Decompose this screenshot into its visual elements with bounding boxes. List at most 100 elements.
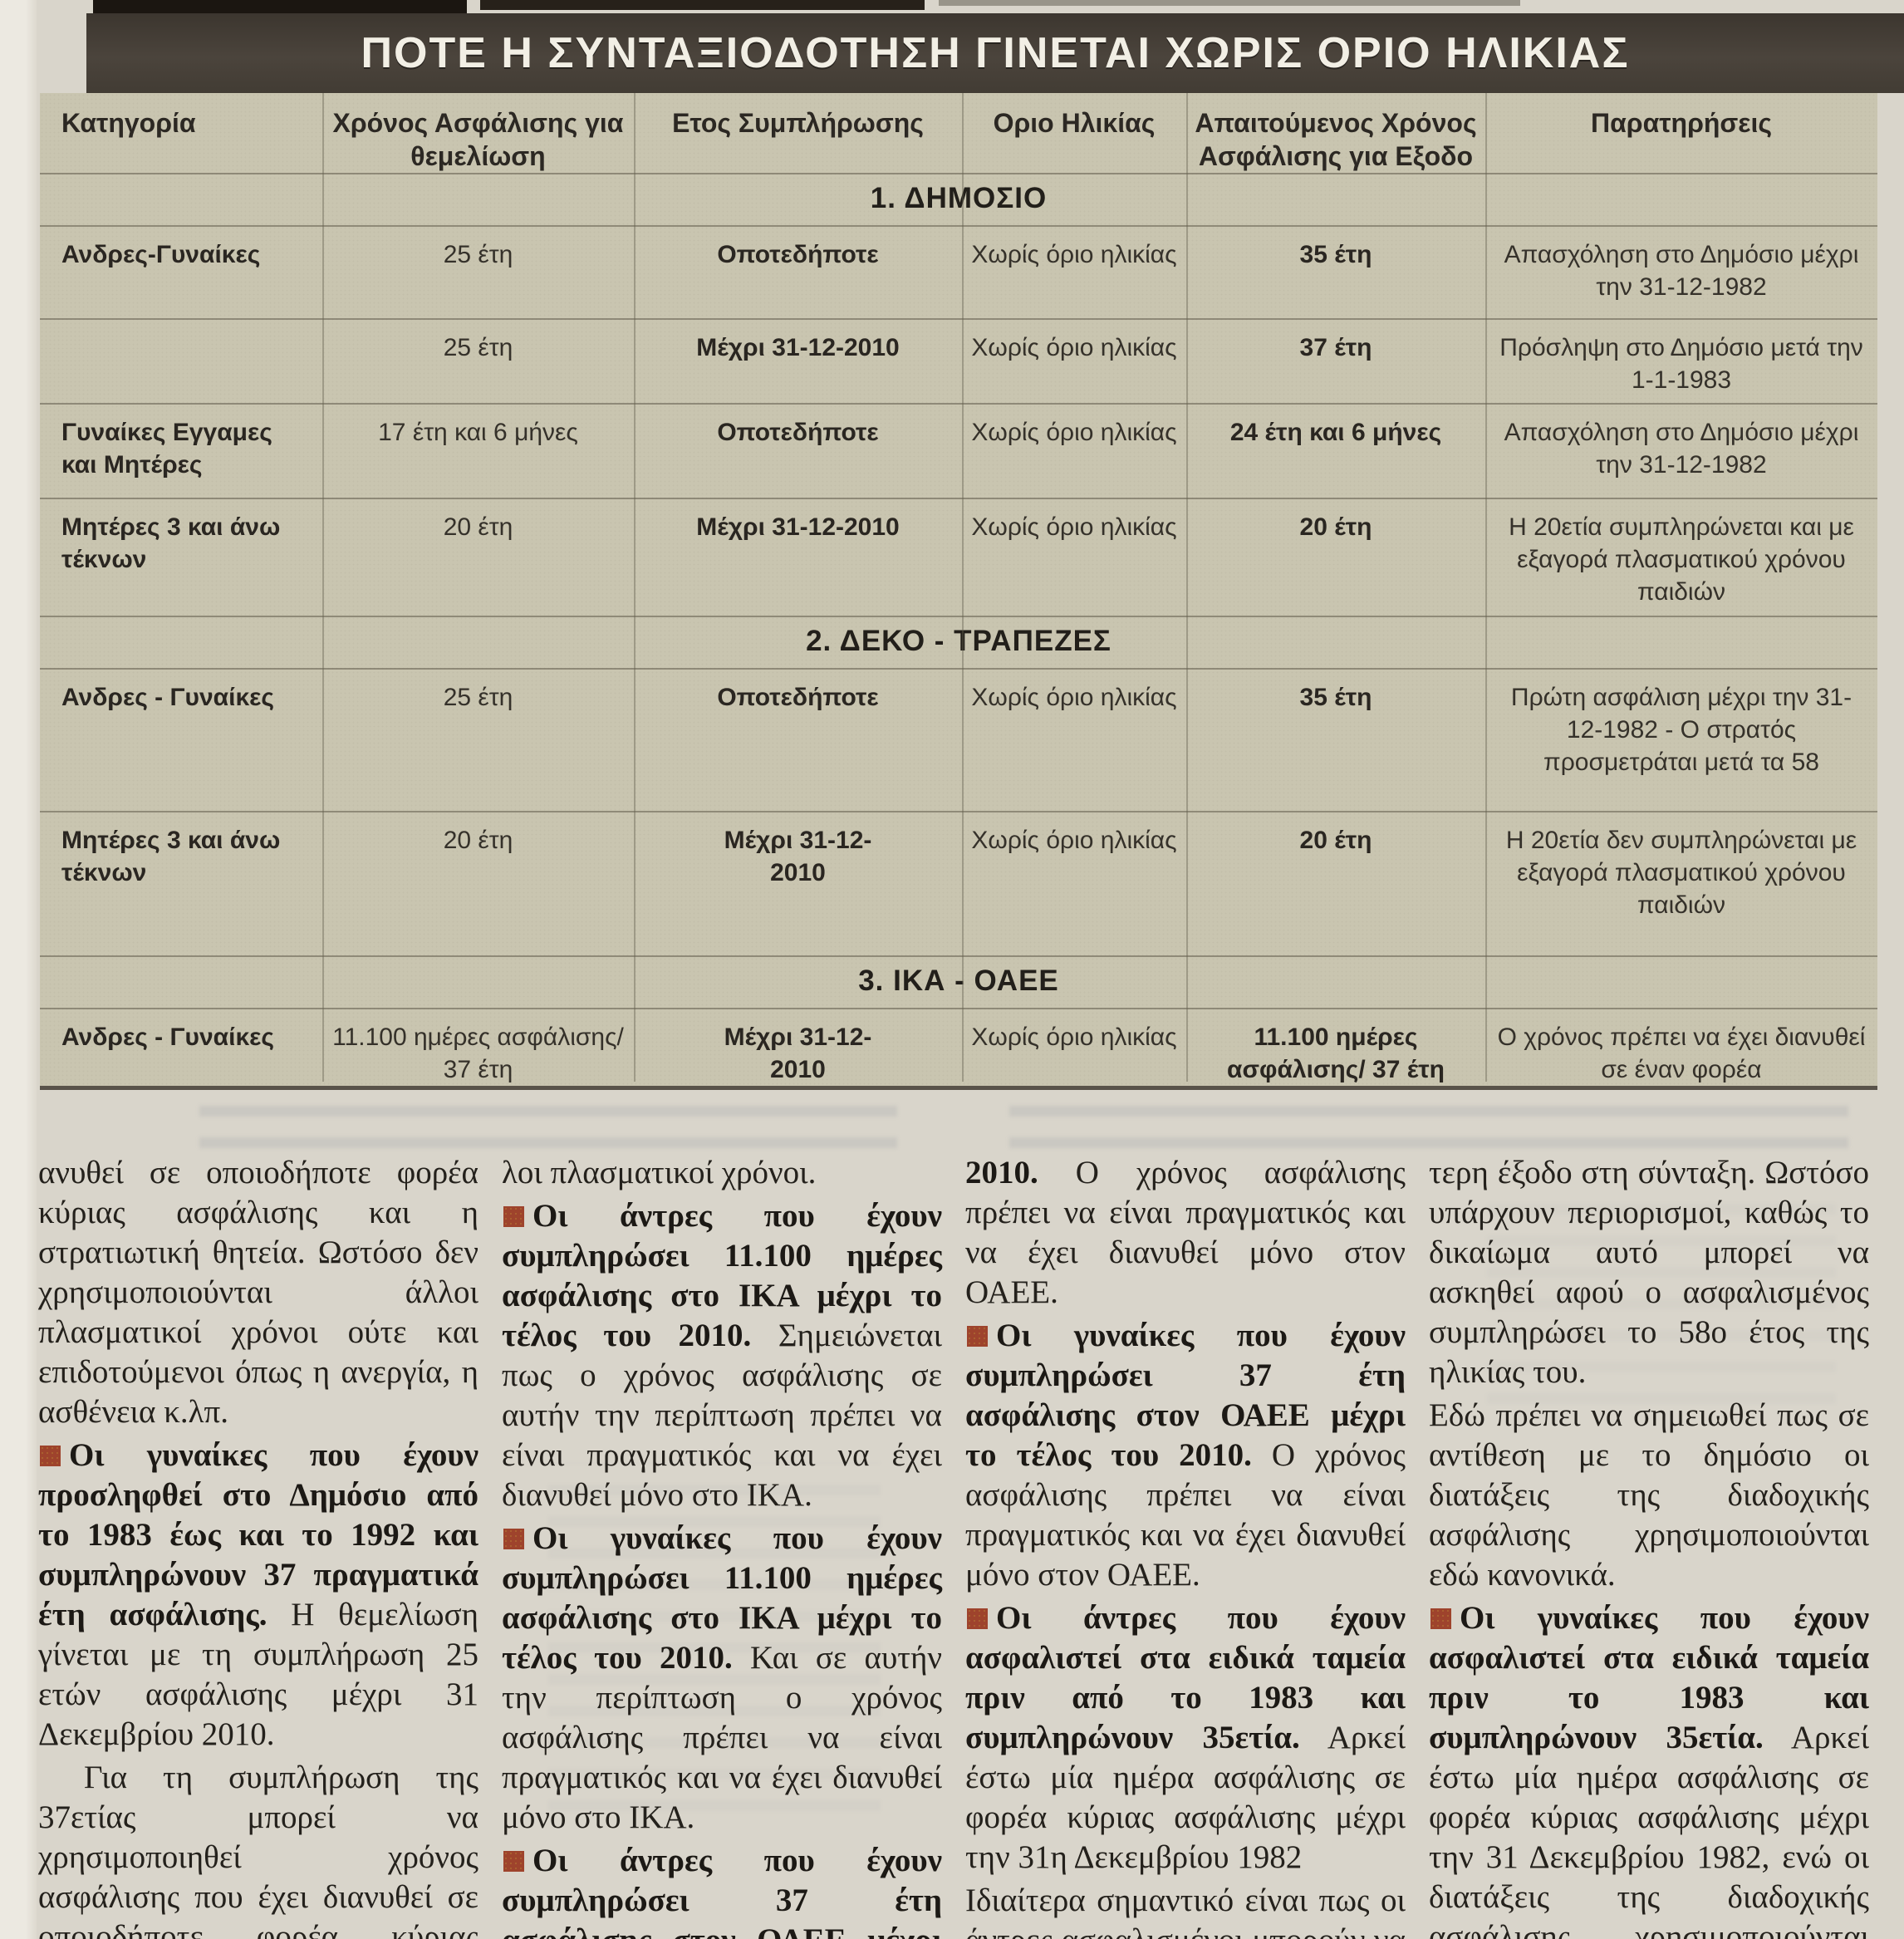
body-text: Και σε αυτήν την περίπτωση ο χρόνος ασφά…	[502, 1640, 942, 1835]
table-cell: 17 έτη και 6 μήνες	[378, 419, 578, 446]
bold-text: Οι γυναίκες που έχουν συμπληρώσει 11.100…	[502, 1520, 942, 1676]
table-cell: Πρόσληψη στο Δημόσιο μετά την 1-1-1983	[1499, 334, 1863, 394]
section-header-dimosio: 1. ΔΗΜΟΣΙΟ	[40, 173, 1877, 225]
article-column-2: λοι πλασματικοί χρόνοι. Οι άντρες που έχ…	[502, 1153, 942, 1939]
paragraph: Οι γυναίκες που έχουν ασφαλιστεί στα ειδ…	[1429, 1598, 1869, 1939]
paragraph: Οι γυναίκες που έχουν συμπληρώσει 37 έτη…	[965, 1316, 1406, 1595]
column-divider	[322, 93, 324, 1082]
print-bleedthrough	[548, 1462, 881, 1811]
table-cell: Χωρίς όριο ηλικίας	[971, 684, 1177, 711]
table-cell: Οποτεδήποτε	[717, 684, 879, 711]
header-insurance-time: Χρόνος Ασφάλισης για θεμελίωση	[332, 108, 624, 171]
body-text: Για τη συμπλήρωση της 37ετίας μπορεί να …	[38, 1760, 478, 1939]
paragraph: Οι άντρες που έχουν συμπληρώσει 37 έτη α…	[502, 1841, 942, 1939]
header-required-time: Απαιτούμενος Χρόνος Ασφάλισης για Εξοδο	[1195, 108, 1477, 171]
bold-text: 2010.	[965, 1155, 1038, 1190]
table-header-row: Κατηγορία Χρόνος Ασφάλισης για θεμελίωση…	[40, 93, 1877, 173]
paragraph: Οι γυναίκες που έχουν προσληφθεί στο Δημ…	[38, 1436, 478, 1755]
paragraph: λοι πλασματικοί χρόνοι.	[502, 1153, 942, 1193]
table-cell: 11.100 ημέρες ασφάλισης/ 37 έτη	[332, 1023, 624, 1083]
paragraph: 2010. Ο χρόνος ασφάλισης πρέπει να είναι…	[965, 1153, 1406, 1313]
table-cell: Ανδρες-Γυναίκες	[61, 241, 261, 268]
table-cell: Χωρίς όριο ηλικίας	[971, 419, 1177, 446]
table-row: Ανδρες-Γυναίκες 25 έτη Οποτεδήποτε Χωρίς…	[40, 225, 1877, 318]
bullet-icon	[967, 1326, 988, 1347]
table-cell: 25 έτη	[443, 241, 513, 268]
table-cell: Οποτεδήποτε	[717, 241, 879, 268]
table-cell: Γυναίκες Εγγαμες και Μητέρες	[61, 419, 272, 479]
section-header-ika-oaee: 3. ΙΚΑ - ΟΑΕΕ	[40, 955, 1877, 1008]
table-cell: 20 έτη	[443, 513, 513, 541]
table-row: Ανδρες - Γυναίκες 11.100 ημέρες ασφάλιση…	[40, 1008, 1877, 1134]
cropped-image-fragment	[480, 0, 925, 10]
bullet-icon	[503, 1851, 524, 1872]
body-text: Η θεμελίωση γίνεται με τη συμπλήρωση 25 …	[38, 1597, 479, 1752]
table-cell: Χωρίς όριο ηλικίας	[971, 513, 1177, 541]
bullet-icon	[40, 1446, 61, 1466]
bold-text: Οι γυναίκες που έχουν ασφαλιστεί στα ειδ…	[1429, 1600, 1869, 1755]
bold-text: Οι γυναίκες που έχουν προσληφθεί στο Δημ…	[38, 1437, 478, 1632]
table-cell: 24 έτη και 6 μήνες	[1229, 419, 1442, 446]
column-divider	[962, 93, 964, 1082]
paragraph: Εδώ πρέπει να σημειωθεί πως σε αντίθεση …	[1429, 1396, 1869, 1595]
table-bottom-rule	[40, 1086, 1877, 1090]
table-row: Μητέρες 3 και άνω τέκνων 20 έτη Μέχρι 31…	[40, 811, 1877, 955]
article-column-4: τερη έξοδο στη σύνταξη. Ωστόσο υπάρχουν …	[1429, 1153, 1869, 1939]
table-cell: Μητέρες 3 και άνω τέκνων	[61, 513, 281, 573]
table-cell: 25 έτη	[443, 334, 513, 361]
table-cell	[40, 320, 322, 403]
body-text: Ιδιαίτερα σημαντικό είναι πως οι άντρες …	[965, 1883, 1406, 1939]
body-text: Αρκεί έστω μία ημέρα ασφάλισης σε φορέα …	[965, 1720, 1406, 1875]
paragraph: τερη έξοδο στη σύνταξη. Ωστόσο υπάρχουν …	[1429, 1153, 1869, 1392]
pension-table: Κατηγορία Χρόνος Ασφάλισης για θεμελίωση…	[40, 93, 1877, 1090]
header-category: Κατηγορία	[61, 108, 196, 138]
paragraph: Οι γυναίκες που έχουν συμπληρώσει 11.100…	[502, 1519, 942, 1838]
body-text: Ο χρόνος ασφάλισης πρέπει να είναι πραγμ…	[965, 1155, 1406, 1310]
body-text: Σημειώνεται πως ο χρόνος ασφάλισης σε αυ…	[502, 1318, 943, 1513]
table-cell: 20 έτη	[1299, 827, 1372, 854]
section-header-deko-trapezes: 2. ΔΕΚΟ - ΤΡΑΠΕΖΕΣ	[40, 616, 1877, 668]
print-bleedthrough	[199, 1090, 897, 1148]
paragraph: Οι άντρες που έχουν ασφαλιστεί στα ειδικ…	[965, 1598, 1406, 1878]
table-cell: Απασχόληση στο Δημόσιο μέχρι την 31-12-1…	[1504, 241, 1859, 301]
table-row: Γυναίκες Εγγαμες και Μητέρες 17 έτη και …	[40, 403, 1877, 498]
body-text: Αρκεί έστω μία ημέρα ασφάλισης σε φορέα …	[1429, 1720, 1870, 1939]
table-cell: Μητέρες 3 και άνω τέκνων	[61, 827, 281, 886]
bullet-icon	[503, 1529, 524, 1549]
table-cell: Η 20ετία συμπληρώνεται και με εξαγορά πλ…	[1509, 513, 1854, 606]
article-column-3: 2010. Ο χρόνος ασφάλισης πρέπει να είναι…	[965, 1153, 1406, 1939]
table-cell: 20 έτη	[1299, 513, 1372, 541]
table-cell: Χωρίς όριο ηλικίας	[971, 827, 1177, 854]
table-cell: Ανδρες - Γυναίκες	[61, 684, 275, 711]
table-cell: Ο χρόνος πρέπει να έχει διανυθεί σε έναν…	[1497, 1023, 1866, 1083]
cropped-image-fragment	[939, 0, 1520, 6]
table-row: Μητέρες 3 και άνω τέκνων 20 έτη Μέχρι 31…	[40, 498, 1877, 616]
table-cell: Μέχρι 31-12-2010	[696, 334, 900, 361]
table-cell: Η 20ετία δεν συμπληρώνεται με εξαγορά πλ…	[1505, 827, 1857, 919]
header-completion-year: Ετος Συμπλήρωσης	[672, 108, 924, 138]
bold-text: Οι άντρες που έχουν ασφαλιστεί στα ειδικ…	[965, 1600, 1406, 1755]
table-cell: Πρώτη ασφάλιση μέχρι την 31-12-1982 - Ο …	[1510, 684, 1852, 776]
bullet-icon	[503, 1206, 524, 1227]
column-divider	[1485, 93, 1487, 1082]
body-text: ανυθεί σε οποιοδήποτε φορέα κύριας ασφάλ…	[38, 1155, 478, 1430]
table-cell: Μέχρι 31-12-2010	[724, 827, 872, 886]
table-cell: 25 έτη	[443, 684, 513, 711]
table-row: Ανδρες - Γυναίκες 25 έτη Οποτεδήποτε Χωρ…	[40, 668, 1877, 811]
table-cell: Χωρίς όριο ηλικίας	[971, 241, 1177, 268]
table-cell: Μέχρι 31-12-2010	[696, 513, 900, 541]
paper-edge	[0, 0, 37, 1939]
table-cell: 11.100 ημέρες ασφάλισης/ 37 έτη	[1227, 1023, 1445, 1083]
table-cell: Οποτεδήποτε	[717, 419, 879, 446]
body-text: λοι πλασματικοί χρόνοι.	[502, 1155, 817, 1190]
column-divider	[1186, 93, 1188, 1082]
table-cell: 20 έτη	[443, 827, 513, 854]
table-cell: 37 έτη	[1299, 334, 1372, 361]
table-title-bar: ΠΟΤΕ Η ΣΥΝΤΑΞΙΟΔΟΤΗΣΗ ΓΙΝΕΤΑΙ ΧΩΡΙΣ ΟΡΙΟ…	[86, 13, 1904, 93]
paragraph: Οι άντρες που έχουν συμπληρώσει 11.100 η…	[502, 1196, 942, 1515]
paragraph: Ιδιαίτερα σημαντικό είναι πως οι άντρες …	[965, 1881, 1406, 1939]
body-text: Εδώ πρέπει να σημειωθεί πως σε αντίθεση …	[1429, 1397, 1869, 1593]
column-divider	[634, 93, 635, 1082]
bold-text: Οι άντρες που έχουν συμπληρώσει 11.100 η…	[502, 1198, 942, 1353]
